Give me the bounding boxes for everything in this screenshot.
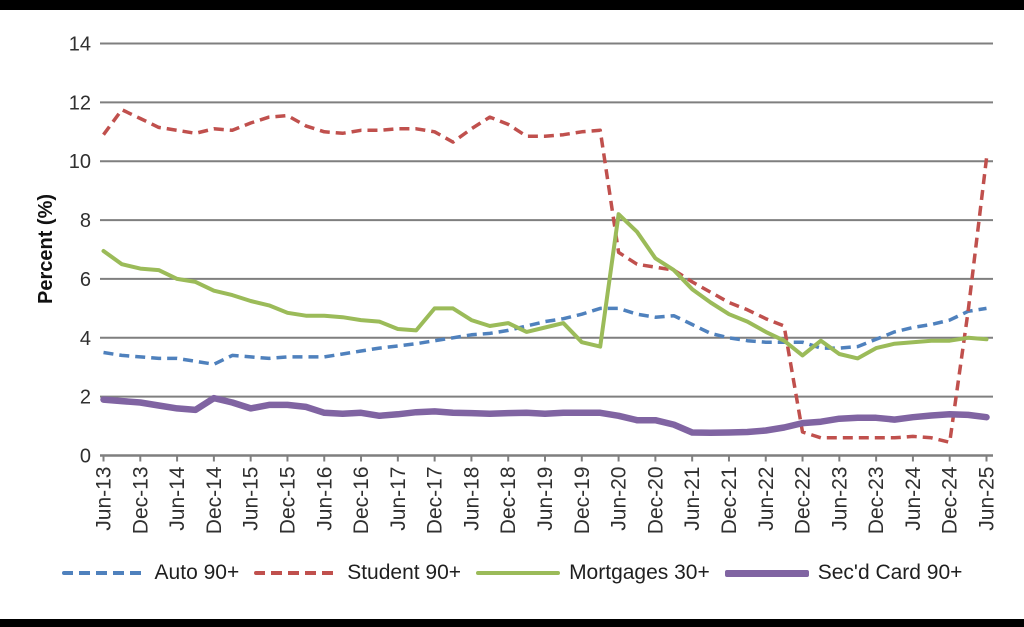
bottom-border-bar [0,619,1024,627]
y-tick-label-0: 0 [80,446,91,468]
legend-label-student-90: Student 90+ [347,561,462,584]
x-tick-label-Dec-15: Dec-15 [276,467,299,535]
series-lines [100,107,990,445]
y-tick-label-10: 10 [69,151,91,173]
x-tick-label-Dec-21: Dec-21 [718,467,741,535]
x-tick-label-Jun-18: Jun-18 [460,467,483,531]
chart-legend: Auto 90+ Student 90+ Mortgages 30+ Sec'd… [0,561,1024,585]
x-tick-label-Dec-18: Dec-18 [497,467,520,535]
y-tick-label-8: 8 [80,210,91,232]
delinquency-line-chart: Jun-13 Dec-13 Jun-14 Dec-14 Jun-15 Dec-15 Jun-… [35,34,999,535]
x-tick-label-Dec-14: Dec-14 [203,466,226,534]
legend-item-secd-card-90: Sec'd Card 90+ [724,561,963,585]
x-tick-label-Jun-20: Jun-20 [608,467,631,531]
x-tick-label-Jun-24: Jun-24 [902,466,925,531]
legend-swatch-secd-card-90 [724,569,809,577]
y-tick-label-14: 14 [69,34,91,56]
x-tick-label-Dec-16: Dec-16 [350,467,373,535]
x-tick-label-Jun-17: Jun-17 [387,467,410,531]
y-axis-labels: 0 2 4 6 8 10 12 14 [69,34,91,468]
x-tick-label-Jun-13: Jun-13 [93,467,116,531]
x-tick-label-Jun-23: Jun-23 [828,467,851,531]
x-tick-label-Dec-22: Dec-22 [792,467,815,535]
x-tick-label-Dec-17: Dec-17 [424,467,447,535]
legend-swatch-auto-90 [61,571,146,575]
legend-item-student-90: Student 90+ [254,561,461,585]
x-axis: Jun-13 Dec-13 Jun-14 Dec-14 Jun-15 Dec-15 Jun-… [93,455,999,535]
x-tick-label-Jun-14: Jun-14 [166,466,189,531]
legend-item-mortgages-30: Mortgages 30+ [476,561,710,585]
x-tick-label-Dec-20: Dec-20 [644,467,667,535]
gridlines [100,42,993,457]
x-tick-label-Jun-15: Jun-15 [240,467,263,531]
series-line-sec-d-card-90- [100,394,990,437]
x-tick-label-Jun-16: Jun-16 [313,467,336,531]
series-line-student-90- [102,107,989,445]
series-line-mortgages-30- [101,212,989,361]
y-tick-label-12: 12 [69,92,91,114]
legend-swatch-mortgages-30 [476,571,561,575]
legend-label-secd-card-90: Sec'd Card 90+ [817,561,963,584]
x-tick-label-Dec-23: Dec-23 [865,467,888,535]
y-tick-label-4: 4 [80,328,91,350]
x-tick-label-Jun-21: Jun-21 [681,467,704,531]
legend-label-auto-90: Auto 90+ [154,561,240,584]
x-tick-label-Jun-22: Jun-22 [755,467,778,531]
x-tick-label-Jun-25: Jun-25 [976,467,999,531]
x-tick-label-Dec-19: Dec-19 [571,467,594,535]
y-axis-title: Percent (%) [35,194,57,304]
top-border-bar [0,0,1024,10]
x-tick-label-Dec-13: Dec-13 [129,467,152,535]
legend-item-auto-90: Auto 90+ [61,561,240,585]
x-tick-label-Jun-19: Jun-19 [534,467,557,531]
y-tick-label-6: 6 [80,269,91,291]
legend-label-mortgages-30: Mortgages 30+ [569,561,710,584]
legend-swatch-student-90 [254,571,339,575]
x-tick-label-Dec-24: Dec-24 [939,466,962,534]
series-line-auto-90- [103,306,987,367]
y-tick-label-2: 2 [80,387,91,409]
